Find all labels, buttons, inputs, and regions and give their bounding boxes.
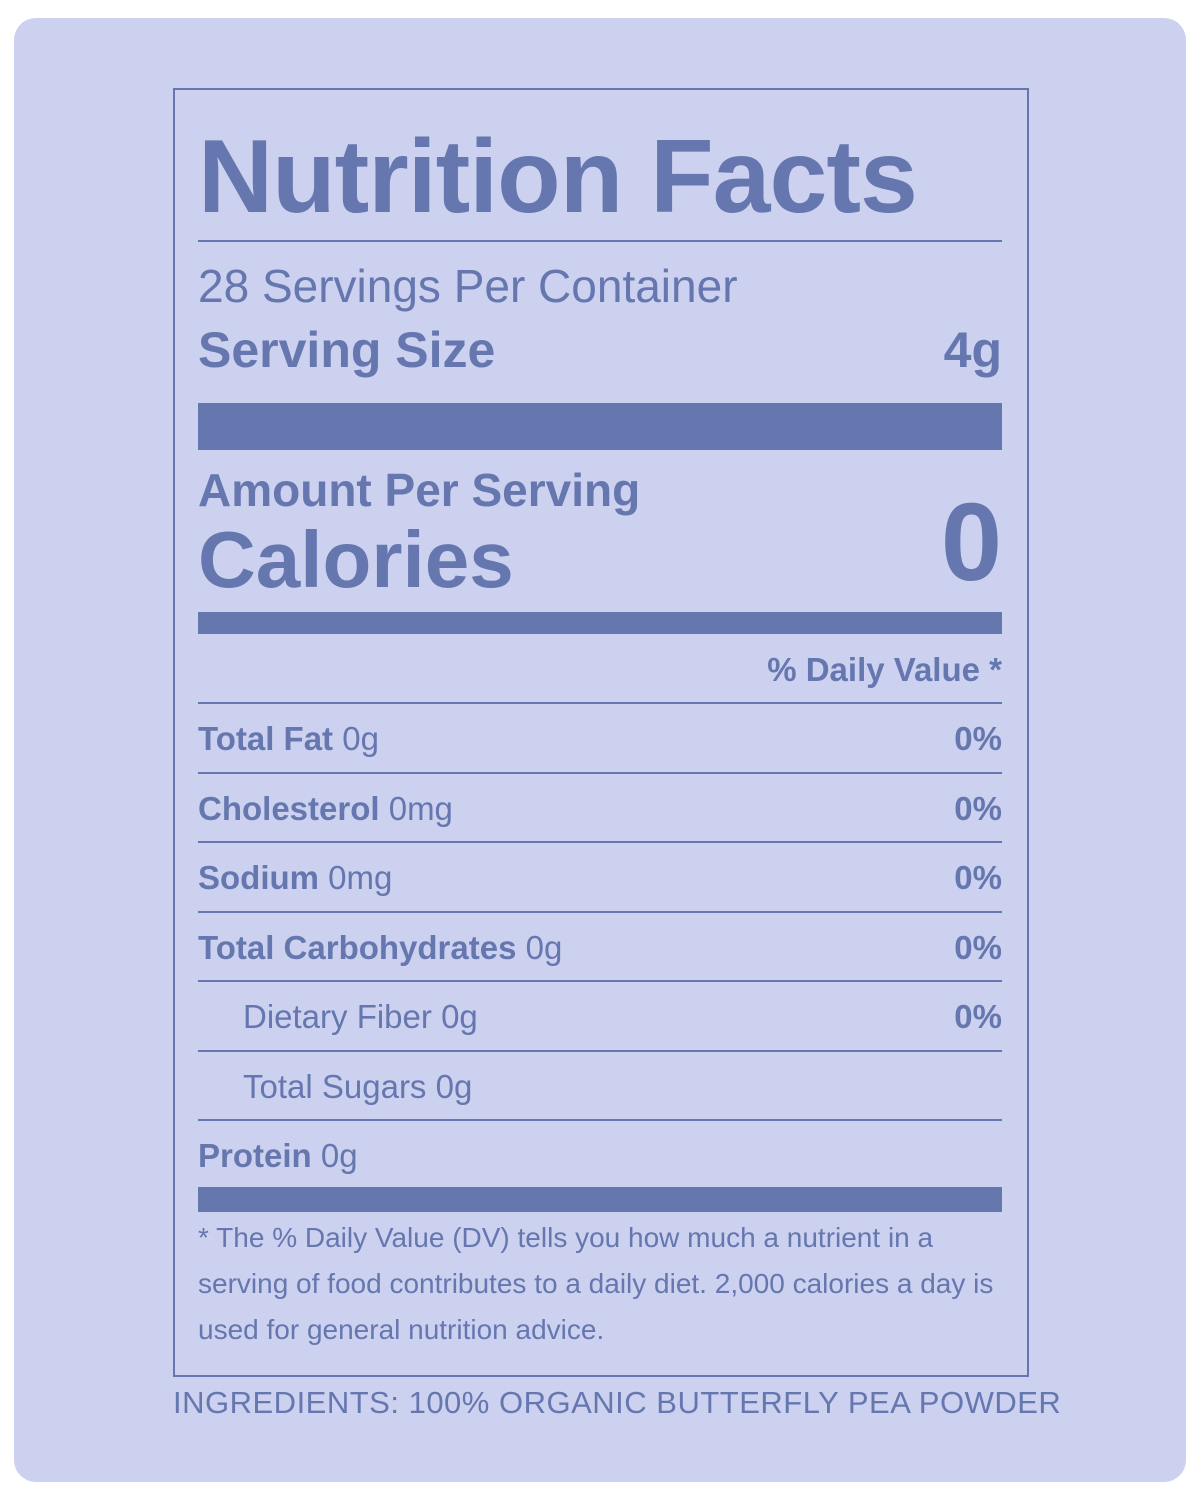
nutrient-row: Dietary Fiber 0g 0%	[198, 982, 1002, 1051]
nutrient-name: Total Carbohydrates	[198, 928, 517, 966]
divider	[198, 240, 1002, 242]
divider	[198, 980, 1002, 982]
daily-value-header: % Daily Value *	[767, 651, 1002, 688]
nutrient-name: Sodium	[198, 859, 319, 896]
nutrient-amount: 0mg	[328, 859, 393, 896]
divider	[198, 1119, 1002, 1121]
nutrient-amount: 0g	[441, 998, 478, 1035]
card	[14, 18, 1186, 1482]
nutrient-dv: 0%	[954, 720, 1002, 757]
amount-per-serving: Amount Per Serving	[198, 464, 641, 516]
nutrient-text: Dietary Fiber 0g	[198, 998, 478, 1035]
divider	[198, 841, 1002, 843]
nutrient-amount: 0g	[342, 720, 379, 757]
calories-label: Calories	[198, 515, 514, 604]
nutrient-row: Total Carbohydrates 0g 0%	[198, 913, 1002, 982]
medium-bar	[198, 612, 1002, 634]
nutrient-text: Total Fat 0g	[198, 720, 379, 757]
nutrient-dv: 0%	[954, 859, 1002, 896]
nutrient-amount: 0g	[435, 1067, 473, 1105]
nutrient-dv: 0%	[954, 789, 1002, 827]
nutrient-dv: 0%	[954, 998, 1002, 1035]
nutrient-name: Dietary Fiber	[243, 998, 432, 1035]
nutrient-text: Sodium 0mg	[198, 859, 392, 896]
servings: 28 Servings Per Container	[198, 260, 738, 312]
nutrient-row: Total Sugars 0g	[198, 1052, 1002, 1121]
nutrient-row: Sodium 0mg 0%	[198, 843, 1002, 912]
title: Nutrition Facts	[198, 119, 918, 235]
nutrient-text: Total Carbohydrates 0g	[198, 929, 562, 966]
nutrient-dv: 0%	[954, 928, 1002, 966]
divider	[198, 771, 1002, 774]
nutrient-name: Total Sugars	[243, 1067, 427, 1105]
nutrient-row: Cholesterol 0mg 0%	[198, 774, 1002, 843]
ingredients: INGREDIENTS: 100% ORGANIC BUTTERFLY PEA …	[173, 1385, 1062, 1420]
divider	[198, 702, 1002, 704]
footnote: * The % Daily Value (DV) tells you how m…	[198, 1222, 994, 1345]
nutrient-row: Total Fat 0g 0%	[198, 704, 1002, 773]
bottom-bar	[198, 1187, 1002, 1212]
serving-size-label: Serving Size	[198, 322, 496, 378]
nutrient-name: Protein	[198, 1137, 312, 1174]
nutrient-text: Cholesterol 0mg	[198, 790, 453, 827]
nutrient-row: Protein 0g	[198, 1121, 1002, 1190]
divider	[198, 910, 1002, 913]
calories-value: 0	[940, 481, 1002, 604]
nutrient-amount: 0g	[525, 928, 563, 966]
nutrient-name: Total Fat	[198, 720, 334, 757]
nutrient-amount: 0g	[320, 1137, 358, 1174]
thick-bar	[198, 403, 1002, 450]
nutrient-text: Protein 0g	[198, 1137, 358, 1174]
label-box	[173, 88, 1029, 1377]
serving-size-value: 4g	[943, 322, 1002, 378]
nutrient-amount: 0mg	[388, 789, 453, 827]
divider	[198, 1049, 1002, 1052]
nutrient-text: Total Sugars 0g	[198, 1068, 472, 1105]
nutrient-name: Cholesterol	[198, 789, 380, 827]
